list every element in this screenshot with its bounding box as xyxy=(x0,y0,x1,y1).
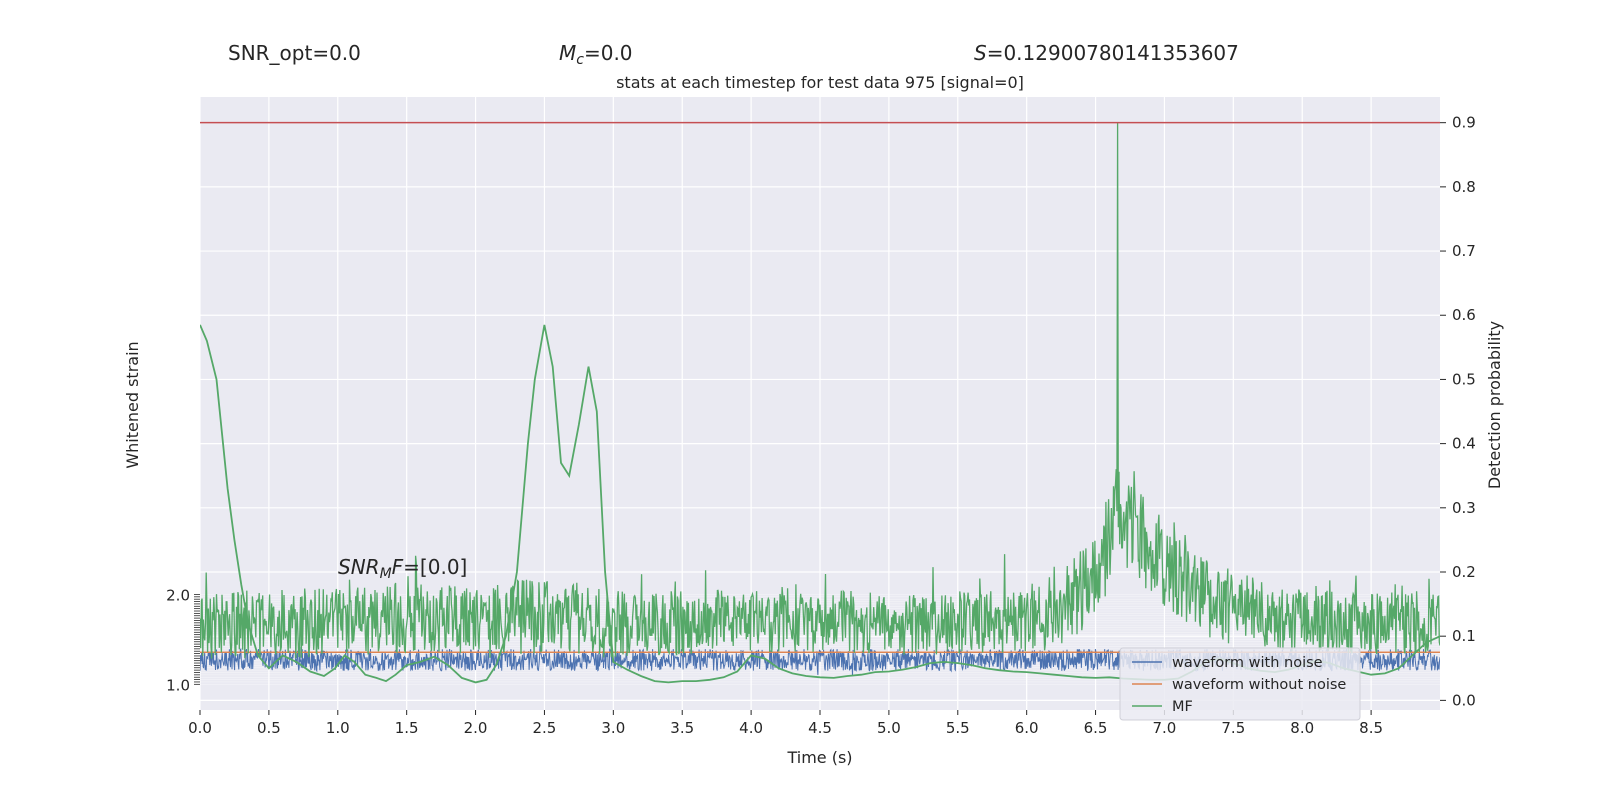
x-tick-label-5: 2.5 xyxy=(533,719,557,737)
x-tick-label-9: 4.5 xyxy=(808,719,832,737)
chart-title: stats at each timestep for test data 975… xyxy=(616,73,1024,92)
y-tick-label-1: 0.1 xyxy=(1452,627,1476,645)
y-tick-label-5: 0.5 xyxy=(1452,370,1476,388)
x-tick-label-15: 7.5 xyxy=(1221,719,1245,737)
x-tick-label-11: 5.5 xyxy=(946,719,970,737)
right-axis-ticks: 0.0 0.1 0.2 0.3 0.4 0.5 0.6 0.7 0.8 0.9 xyxy=(1440,114,1476,709)
legend-label-clean: waveform without noise xyxy=(1172,677,1346,693)
y-tick-label-8: 0.8 xyxy=(1452,178,1476,196)
x-tick-label-12: 6.0 xyxy=(1015,719,1039,737)
x-tick-label-17: 8.5 xyxy=(1359,719,1383,737)
x-tick-label-4: 2.0 xyxy=(464,719,488,737)
x-tick-label-1: 0.5 xyxy=(257,719,281,737)
x-tick-label-8: 4.0 xyxy=(739,719,763,737)
x-tick-label-14: 7.0 xyxy=(1153,719,1177,737)
legend-label-mf: MF xyxy=(1172,699,1193,715)
x-tick-label-10: 5.0 xyxy=(877,719,901,737)
x-tick-label-13: 6.5 xyxy=(1084,719,1108,737)
y-tick-label-7: 0.7 xyxy=(1452,242,1476,260)
left-axis-ticks: 2.0 1.0 xyxy=(166,586,200,694)
left-tick-label-bottom: 1.0 xyxy=(166,676,190,694)
x-axis-label: Time (s) xyxy=(786,748,852,767)
left-tick-label-top: 2.0 xyxy=(166,586,190,604)
left-axis-label: Whitened strain xyxy=(123,341,142,468)
x-tick-label-6: 3.0 xyxy=(601,719,625,737)
x-tick-label-0: 0.0 xyxy=(188,719,212,737)
chirp-mass-label: Mc=0.0 xyxy=(559,41,633,68)
y-tick-label-0: 0.0 xyxy=(1452,691,1476,709)
x-tick-label-7: 3.5 xyxy=(670,719,694,737)
snr-opt-label: SNR_opt=0.0 xyxy=(228,41,361,65)
snr-mf-label: SNRMF=[0.0] xyxy=(338,555,467,582)
y-tick-label-2: 0.2 xyxy=(1452,563,1476,581)
legend-box xyxy=(1119,647,1361,721)
right-axis-label: Detection probability xyxy=(1485,321,1504,489)
legend-label-noise: waveform with noise xyxy=(1172,655,1323,671)
legend: waveform with noise waveform without noi… xyxy=(1119,647,1361,721)
y-tick-label-6: 0.6 xyxy=(1452,306,1476,324)
x-axis-ticks: 0.0 0.5 1.0 1.5 2.0 2.5 3.0 3.5 4.0 4.5 5.0 5.5 6.0 6… xyxy=(188,710,1383,737)
y-tick-label-3: 0.3 xyxy=(1452,499,1476,517)
y-tick-label-9: 0.9 xyxy=(1452,114,1476,132)
mf-noisy-line xyxy=(200,122,1440,659)
y-tick-label-4: 0.4 xyxy=(1452,435,1476,453)
x-tick-label-16: 8.0 xyxy=(1290,719,1314,737)
x-tick-label-2: 1.0 xyxy=(326,719,350,737)
statistic-s-label: S=0.12900780141353607 xyxy=(974,41,1239,65)
x-tick-label-3: 1.5 xyxy=(395,719,419,737)
